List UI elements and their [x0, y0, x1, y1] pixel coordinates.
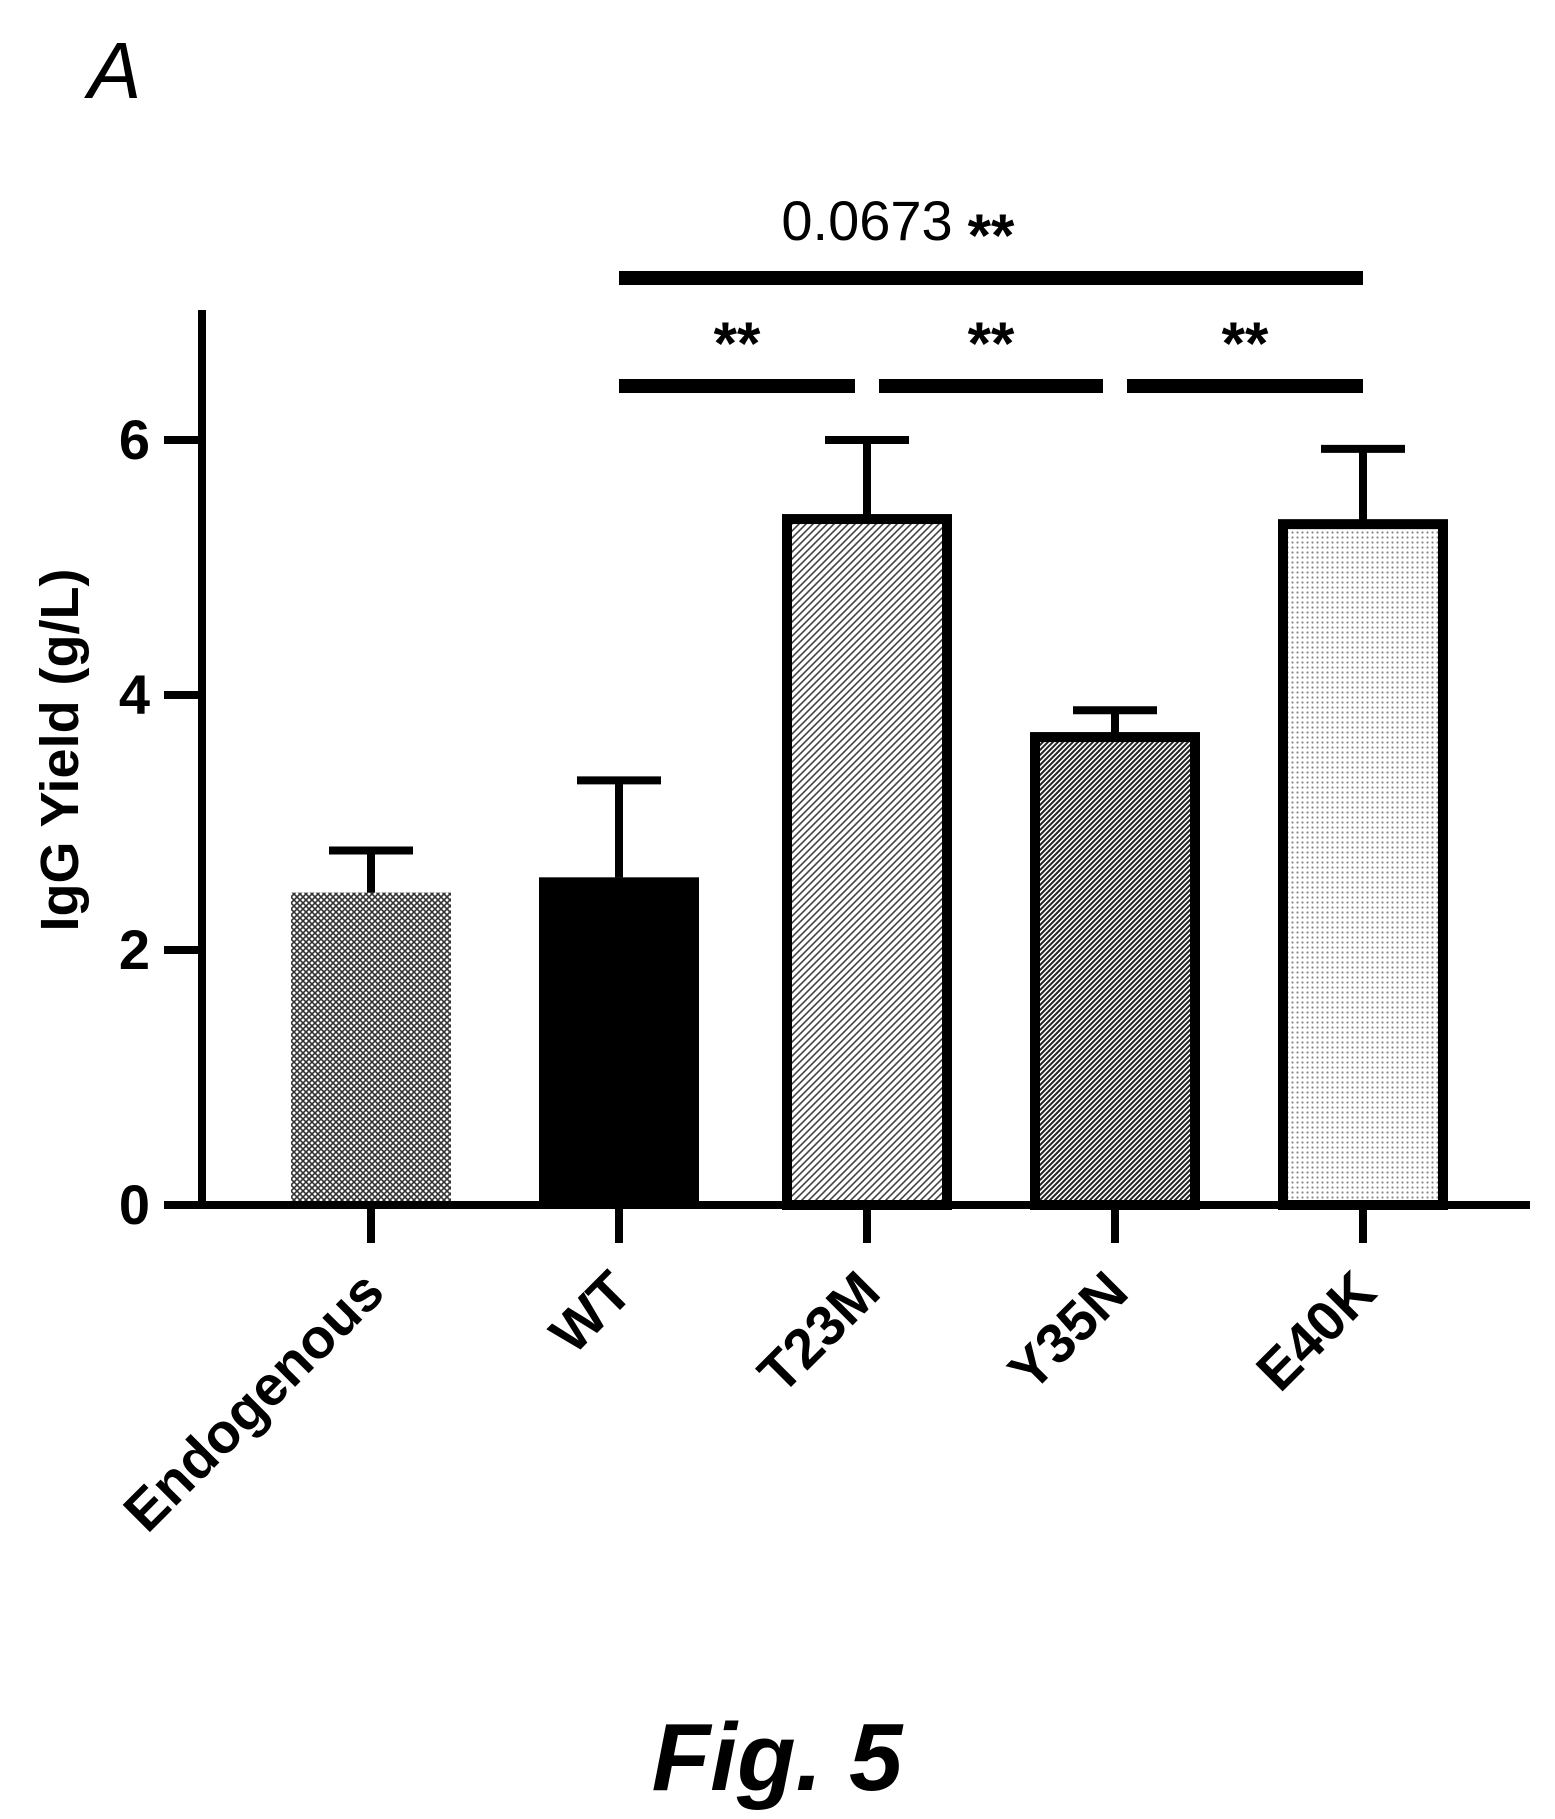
significance-label: ** [968, 202, 1015, 269]
significance-label: ** [1222, 310, 1269, 377]
x-tick-label: T23M [746, 1259, 892, 1405]
y-tick-label: 6 [119, 408, 150, 471]
significance-bracket: ** [879, 310, 1103, 393]
bar-t23m [782, 514, 952, 1210]
y-axis-label: IgG Yield (g/L) [30, 569, 90, 932]
error-bar-endogenous [329, 846, 413, 893]
significance-bracket: ** [619, 310, 855, 393]
y-ticks: 0 2 4 6 [119, 408, 202, 1236]
significance-bracket: ** [1127, 310, 1363, 393]
error-bar-t23m [825, 436, 909, 520]
x-ticks: Endogenous WT T23M Y35N E40K [111, 1205, 1387, 1543]
y-tick-label: 4 [119, 663, 150, 726]
y-tick-label: 0 [119, 1173, 150, 1236]
x-tick-label: E40K [1244, 1259, 1388, 1403]
error-bar-e40k [1321, 444, 1405, 525]
bars [291, 514, 1448, 1210]
bar-y35n [1030, 732, 1200, 1210]
significance-label: ** [968, 310, 1015, 377]
significance-label: 0.0673 [781, 189, 952, 252]
significance-bracket: ** [619, 202, 1363, 285]
x-tick-label: Endogenous [111, 1259, 395, 1543]
bar-wt [539, 877, 699, 1205]
error-bar-y35n [1073, 706, 1157, 738]
error-bar-wt [577, 776, 661, 878]
significance-bracket: 0.0673 [619, 189, 1115, 285]
y-tick-label: 2 [119, 918, 150, 981]
error-bars [329, 436, 1405, 893]
panel-label: A [84, 26, 141, 115]
bar-e40k [1278, 519, 1448, 1210]
x-tick-label: Y35N [996, 1259, 1140, 1403]
bar-endogenous [291, 892, 451, 1205]
significance-annotations: ** 0.0673 ** ** ** [619, 189, 1363, 393]
significance-label: ** [714, 310, 761, 377]
figure-caption: Fig. 5 [652, 1704, 904, 1811]
x-tick-label: WT [537, 1259, 643, 1365]
